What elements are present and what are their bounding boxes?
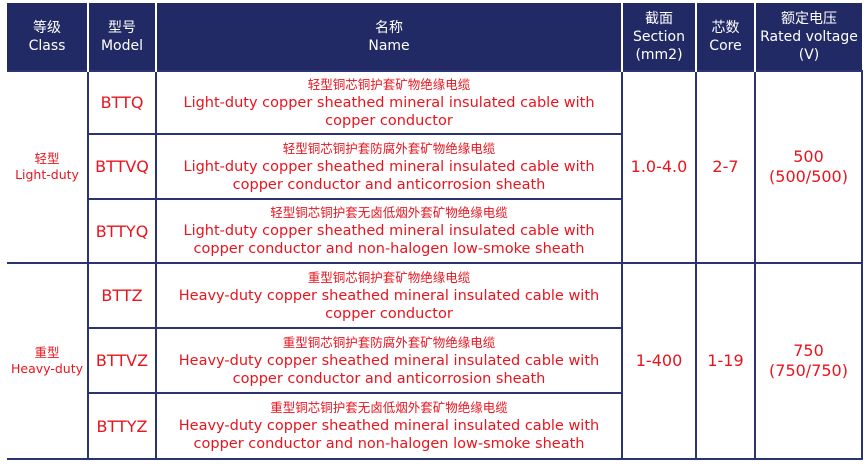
- class-zh: 轻型: [34, 151, 60, 166]
- header-voltage-zh: 额定电压: [781, 10, 837, 27]
- name-en: Heavy-duty copper sheathed mineral insul…: [178, 352, 600, 387]
- name-en: Heavy-duty copper sheathed mineral insul…: [178, 287, 600, 322]
- header-class: 等级 Class: [7, 3, 88, 71]
- model-cell: BTTYQ: [87, 198, 157, 264]
- header-section: 截面 Section (mm2): [621, 3, 696, 71]
- header-model: 型号 Model: [87, 3, 156, 71]
- model-cell: BTTVQ: [87, 133, 157, 200]
- class-cell: 重型 Heavy-duty: [7, 262, 89, 460]
- header-section-unit: (mm2): [635, 46, 683, 63]
- name-zh: 轻型铜芯铜护套无卤低烟外套矿物绝缘电缆: [270, 205, 508, 220]
- name-cell: 轻型铜芯铜护套防腐外套矿物绝缘电缆 Light-duty copper sheat…: [155, 133, 623, 200]
- section-cell: 1-400: [621, 262, 697, 460]
- name-cell: 重型铜芯铜护套矿物绝缘电缆 Heavy-duty copper sheathed …: [155, 262, 623, 329]
- voltage-value: 750: [793, 341, 824, 360]
- class-zh: 重型: [34, 345, 60, 360]
- voltage-cell: 750 (750/750): [754, 262, 863, 460]
- name-en: Heavy-duty copper sheathed mineral insul…: [178, 418, 600, 452]
- header-section-en: Section: [632, 28, 685, 45]
- header-voltage: 额定电压 Rated voltage (V): [754, 3, 862, 71]
- header-class-zh: 等级: [33, 19, 61, 36]
- voltage-value: 500: [793, 147, 824, 166]
- header-model-zh: 型号: [108, 19, 136, 36]
- name-en: Light-duty copper sheathed mineral insul…: [183, 94, 595, 129]
- header-name-zh: 名称: [375, 19, 403, 36]
- header-core-en: Core: [709, 37, 742, 54]
- name-en: Light-duty copper sheathed mineral insul…: [183, 158, 595, 193]
- header-voltage-unit: (V): [798, 46, 820, 63]
- core-cell: 2-7: [695, 70, 756, 264]
- table-row: BTTYQ 轻型铜芯铜护套无卤低烟外套矿物绝缘电缆 Light-duty coppe…: [7, 198, 862, 264]
- name-zh: 轻型铜芯铜护套防腐外套矿物绝缘电缆: [282, 140, 496, 156]
- core-cell: 1-19: [695, 262, 756, 460]
- name-zh: 重型铜芯铜护套防腐外套矿物绝缘电缆: [282, 334, 496, 350]
- model-cell: BTTQ: [87, 70, 157, 135]
- header-name-en: Name: [368, 37, 410, 54]
- table-row: BTTVQ 轻型铜芯铜护套防腐外套矿物绝缘电缆 Light-duty copper …: [7, 133, 862, 200]
- table-row: 轻型 Light-duty BTTQ 轻型铜芯铜护套矿物绝缘电缆 Light-duty …: [7, 70, 863, 264]
- model-cell: BTTYZ: [87, 392, 157, 460]
- header-core-zh: 芯数: [711, 19, 740, 36]
- header-model-en: Model: [100, 37, 144, 54]
- table-row: BTTYZ 重型铜芯铜护套无卤低烟外套矿物绝缘电缆 Heavy-duty coppe…: [7, 392, 862, 460]
- header-row: 等级 Class 型号 Model 名称 Name 截面 Section (mm2) 芯数…: [7, 3, 862, 71]
- header-core: 芯数 Core: [695, 3, 755, 71]
- name-zh: 重型铜芯铜护套矿物绝缘电缆: [307, 269, 471, 285]
- model-cell: BTTVZ: [87, 327, 157, 394]
- model-cell: BTTZ: [87, 262, 157, 329]
- class-cell: 轻型 Light-duty: [7, 70, 89, 264]
- header-voltage-en: Rated voltage: [760, 28, 858, 45]
- voltage-cell: 500 (500/500): [754, 70, 863, 264]
- name-cell: 轻型铜芯铜护套无卤低烟外套矿物绝缘电缆 Light-duty copper she…: [155, 198, 623, 264]
- class-en: Heavy-duty: [11, 361, 83, 376]
- name-zh: 轻型铜芯铜护套矿物绝缘电缆: [307, 76, 471, 92]
- name-cell: 重型铜芯铜护套无卤低烟外套矿物绝缘电缆 Heavy-duty copper she…: [155, 392, 623, 460]
- section-cell: 1.0-4.0: [621, 70, 697, 264]
- voltage-detail: (500/500): [769, 167, 848, 186]
- table-row: BTTVZ 重型铜芯铜护套防腐外套矿物绝缘电缆 Heavy-duty copper …: [7, 327, 862, 394]
- name-cell: 轻型铜芯铜护套矿物绝缘电缆 Light-duty copper sheathed …: [155, 70, 623, 135]
- cable-spec-table: 等级 Class 型号 Model 名称 Name 截面 Section (mm2) 芯数…: [7, 3, 863, 460]
- header-class-en: Class: [28, 37, 66, 54]
- header-section-zh: 截面: [645, 10, 673, 27]
- name-en: Light-duty copper sheathed mineral insul…: [183, 223, 595, 257]
- table-row: 重型 Heavy-duty BTTZ 重型铜芯铜护套矿物绝缘电缆 Heavy-duty …: [7, 262, 863, 460]
- class-en: Light-duty: [15, 167, 79, 182]
- name-cell: 重型铜芯铜护套防腐外套矿物绝缘电缆 Heavy-duty copper sheat…: [155, 327, 623, 394]
- name-zh: 重型铜芯铜护套无卤低烟外套矿物绝缘电缆: [270, 400, 508, 415]
- header-name: 名称 Name: [155, 3, 622, 71]
- voltage-detail: (750/750): [769, 361, 848, 380]
